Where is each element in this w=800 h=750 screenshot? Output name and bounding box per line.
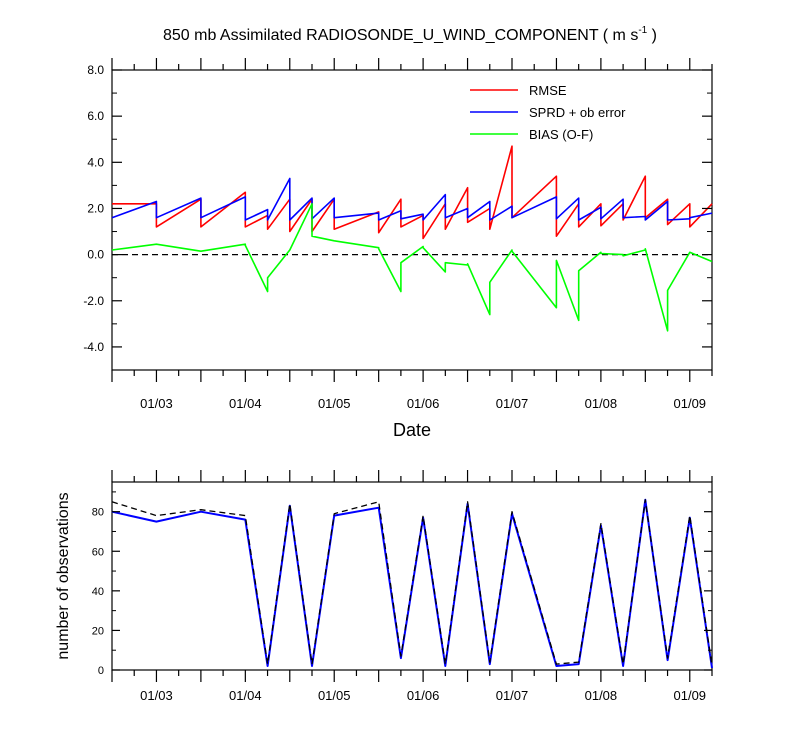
legend-label-bias: BIAS (O-F) xyxy=(529,127,593,142)
legend-label-sprd: SPRD + ob error xyxy=(529,105,626,120)
obs-line-assimilated xyxy=(111,498,713,669)
bottom-y-axis-title: number of observations xyxy=(55,492,72,659)
x-axis-title: Date xyxy=(393,420,431,440)
bottom-x-tick-label: 01/04 xyxy=(229,688,262,703)
series-line-bias-o-f xyxy=(111,203,713,332)
bottom-plot-frame xyxy=(111,481,713,671)
y-tick-label: 4.0 xyxy=(87,155,104,169)
bottom-y-tick-label: 20 xyxy=(92,625,104,637)
bottom-x-tick-label: 01/07 xyxy=(496,688,529,703)
bottom-plot: 0 20 40 60 80 01/03 01/04 01/05 01/06 01/07 01/08 0… xyxy=(55,470,713,703)
y-tick-label: -4.0 xyxy=(83,340,104,354)
bottom-x-tick-label: 01/08 xyxy=(585,688,618,703)
y-tick-label: 6.0 xyxy=(87,109,104,123)
bottom-x-tick-label: 01/03 xyxy=(140,688,173,703)
top-plot-frame xyxy=(111,69,713,371)
obs-line-possible xyxy=(111,499,713,667)
x-tick-label: 01/09 xyxy=(674,396,707,411)
chart-title-superscript: -1 xyxy=(638,25,647,36)
y-tick-label: 8.0 xyxy=(87,63,104,77)
chart-title-end: ) xyxy=(647,27,657,44)
bottom-y-tick-label: 40 xyxy=(92,586,104,598)
y-tick-label: 0.0 xyxy=(87,248,104,262)
x-tick-label: 01/04 xyxy=(229,396,262,411)
chart-title-main: 850 mb Assimilated RADIOSONDE_U_WIND_COM… xyxy=(163,27,638,44)
x-tick-label: 01/08 xyxy=(585,396,618,411)
bottom-y-tick-label: 80 xyxy=(92,507,104,519)
series-line-sprd-ob-error xyxy=(111,177,713,221)
bottom-x-tick-label: 01/09 xyxy=(674,688,707,703)
x-tick-label: 01/07 xyxy=(496,396,529,411)
legend-label-rmse: RMSE xyxy=(529,83,567,98)
bottom-y-tick-label: 60 xyxy=(92,546,104,558)
chart-title: 850 mb Assimilated RADIOSONDE_U_WIND_COM… xyxy=(163,25,657,44)
bottom-x-tick-label: 01/06 xyxy=(407,688,440,703)
y-tick-label: 2.0 xyxy=(87,201,104,215)
x-tick-label: 01/03 xyxy=(140,396,173,411)
bottom-x-tick-label: 01/05 xyxy=(318,688,351,703)
series-line-rmse xyxy=(112,145,713,240)
legend: RMSE SPRD + ob error BIAS (O-F) xyxy=(470,83,626,142)
y-tick-label: -2.0 xyxy=(83,294,104,308)
top-plot: 8.0 6.0 4.0 2.0 0.0 -2.0 -4.0 01/03 01/04 01/05 01… xyxy=(83,58,713,440)
x-tick-label: 01/06 xyxy=(407,396,440,411)
x-tick-label: 01/05 xyxy=(318,396,351,411)
bottom-y-tick-label: 0 xyxy=(98,665,104,677)
